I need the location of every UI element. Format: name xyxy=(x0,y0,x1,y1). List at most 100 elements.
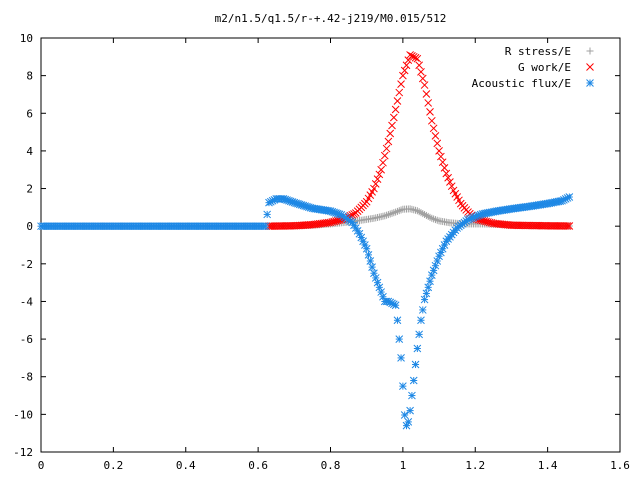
data-point xyxy=(409,52,418,61)
data-point xyxy=(437,152,445,161)
data-point xyxy=(429,124,438,133)
data-point xyxy=(433,257,442,265)
data-point xyxy=(397,206,405,214)
data-point xyxy=(408,52,416,60)
data-point xyxy=(397,354,405,362)
data-point xyxy=(561,222,570,230)
data-point xyxy=(556,222,565,230)
data-point xyxy=(408,391,416,400)
series-3 xyxy=(37,193,574,430)
data-point xyxy=(435,252,443,261)
data-point xyxy=(418,306,427,314)
data-point xyxy=(442,169,451,178)
data-point xyxy=(390,209,398,217)
data-point xyxy=(419,210,427,218)
x-tick-label: 1 xyxy=(400,459,407,472)
data-point xyxy=(370,184,378,193)
data-point xyxy=(413,54,422,63)
y-tick-label: 6 xyxy=(26,107,33,120)
legend: R stress/E G work/E Acoustic flux/E xyxy=(472,45,594,90)
y-tick-label: -6 xyxy=(20,333,33,346)
data-point xyxy=(361,241,369,249)
data-point xyxy=(393,316,402,325)
legend-marker xyxy=(586,47,594,55)
legend-marker xyxy=(586,79,594,87)
data-point xyxy=(409,376,418,385)
data-point xyxy=(395,88,404,97)
y-tick-label: -12 xyxy=(13,446,33,459)
y-tick-label: -4 xyxy=(20,295,34,308)
data-point xyxy=(384,211,392,219)
data-point xyxy=(565,193,574,201)
data-point xyxy=(545,221,554,230)
data-point xyxy=(433,216,441,224)
data-point xyxy=(364,251,373,259)
data-point xyxy=(551,222,559,230)
data-point xyxy=(382,144,391,153)
data-point xyxy=(393,97,402,105)
y-tick-label: 10 xyxy=(20,32,33,45)
data-point xyxy=(261,222,270,231)
data-point xyxy=(400,66,409,75)
chart-title: m2/n1.5/q1.5/r-+.42-j219/M0.015/512 xyxy=(215,12,447,25)
data-point xyxy=(552,222,561,230)
data-point xyxy=(397,80,405,88)
data-point xyxy=(420,295,429,304)
data-point xyxy=(383,211,391,219)
data-point xyxy=(554,222,563,230)
data-point xyxy=(549,221,557,230)
data-point xyxy=(424,212,432,220)
data-point xyxy=(440,163,449,172)
data-point xyxy=(415,208,423,216)
y-tick-label: 4 xyxy=(26,145,33,158)
data-point xyxy=(560,222,568,230)
data-point xyxy=(427,271,436,279)
data-point xyxy=(563,222,572,230)
data-point xyxy=(263,210,272,219)
y-tick-label: 8 xyxy=(26,70,33,83)
x-tick-label: 0.6 xyxy=(248,459,268,472)
data-point xyxy=(400,411,409,419)
data-point xyxy=(362,244,371,253)
data-point xyxy=(428,214,436,222)
data-point xyxy=(558,222,566,230)
data-point xyxy=(415,61,424,70)
data-point xyxy=(417,209,425,217)
data-series xyxy=(37,51,574,430)
data-point xyxy=(391,301,400,310)
data-point xyxy=(420,81,429,89)
data-point xyxy=(406,406,414,415)
y-tick-label: -10 xyxy=(13,408,33,421)
data-point xyxy=(418,74,427,83)
data-point xyxy=(433,139,442,148)
x-tick-label: 0 xyxy=(38,459,45,472)
data-point xyxy=(389,113,398,122)
data-point xyxy=(381,212,389,220)
data-point xyxy=(391,105,400,114)
x-tick-label: 0.2 xyxy=(103,459,123,472)
y-tick-label: -2 xyxy=(20,258,33,271)
data-point xyxy=(388,121,396,130)
data-point xyxy=(393,207,401,215)
data-point xyxy=(371,179,380,188)
data-point xyxy=(380,151,389,160)
data-point xyxy=(411,360,420,369)
data-point xyxy=(447,182,456,191)
data-point xyxy=(427,116,436,125)
data-point xyxy=(388,209,396,217)
x-tick-label: 1.2 xyxy=(465,459,485,472)
data-point xyxy=(430,215,438,223)
data-point xyxy=(386,210,394,218)
data-point xyxy=(543,221,552,230)
data-point xyxy=(421,211,429,219)
data-point xyxy=(415,330,424,339)
data-point xyxy=(384,137,393,146)
data-point xyxy=(426,108,434,116)
data-point xyxy=(399,71,407,80)
data-point xyxy=(395,207,403,215)
data-point xyxy=(435,147,443,155)
data-point xyxy=(366,257,375,265)
data-point xyxy=(404,418,413,426)
data-point xyxy=(565,222,574,230)
